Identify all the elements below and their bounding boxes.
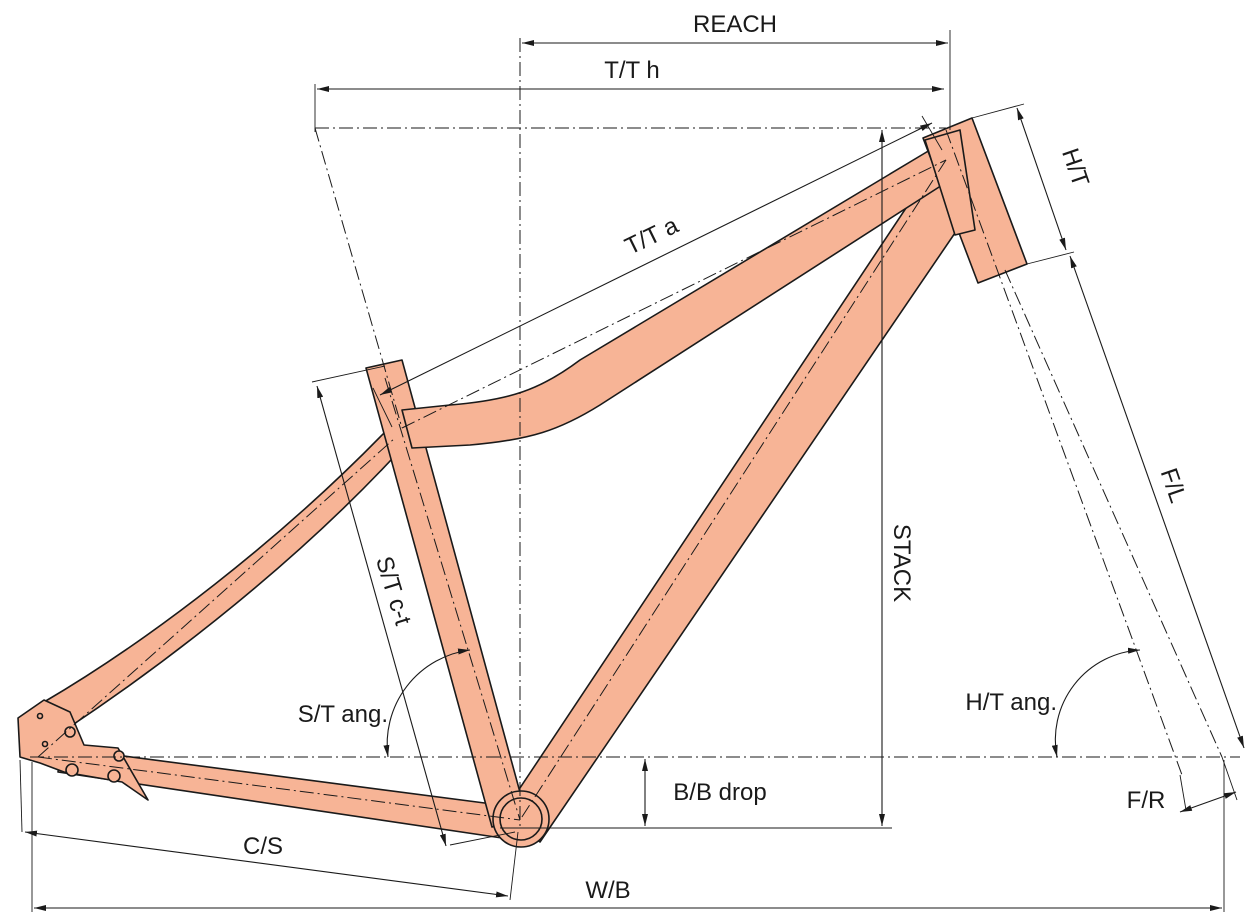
reach-label: REACH [693, 11, 777, 38]
dropout-hole [36, 712, 44, 720]
head-tube-angle-arc [1051, 647, 1141, 758]
bottom-bracket-inner [499, 797, 543, 841]
fork-length-dimension-line [1069, 255, 1245, 749]
dropout-hole [41, 740, 49, 748]
fork-length-label: F/L [1155, 465, 1192, 507]
dropout-hole [107, 769, 121, 783]
dropout-hole [113, 750, 125, 762]
seat-tube-angle-label: S/T ang. [298, 701, 388, 728]
chainstay-dimension-line [24, 830, 509, 898]
dropout-hole [64, 726, 76, 738]
dropout-hole [65, 763, 79, 777]
top-tube-horizontal-label: T/T h [604, 57, 660, 84]
fork-rake-label: F/R [1127, 787, 1166, 814]
head-tube-dimension-line [1016, 107, 1067, 251]
bb-drop-label: B/B drop [673, 779, 766, 806]
seat-tube-angle-arc [383, 648, 471, 758]
head-junction [924, 129, 976, 236]
stack-label: STACK [888, 524, 915, 602]
seat-stay [43, 431, 405, 729]
top-tube-actual-dimension-line [379, 122, 933, 396]
top-tube-actual-label: T/T a [621, 212, 683, 261]
wheelbase-label: W/B [585, 877, 630, 904]
steering-axis-centerline [945, 129, 1183, 776]
seat-tube-extension-centerline [314, 127, 403, 429]
seat-tube-ct-dimension-line [316, 385, 447, 847]
head-tube-label: H/T [1056, 145, 1094, 191]
seat-stay-centerline [37, 437, 396, 758]
fork-centerline [1004, 269, 1223, 758]
fork-rake-dimension-line [1179, 791, 1237, 813]
dimensions [19, 30, 1245, 912]
chainstay-label: C/S [243, 833, 283, 860]
seat-tube-ct-label: S/T c-t [370, 553, 416, 628]
head-tube-angle-label: H/T ang. [965, 689, 1057, 716]
frame [17, 117, 1028, 848]
chain-stay-centerline [37, 756, 521, 821]
